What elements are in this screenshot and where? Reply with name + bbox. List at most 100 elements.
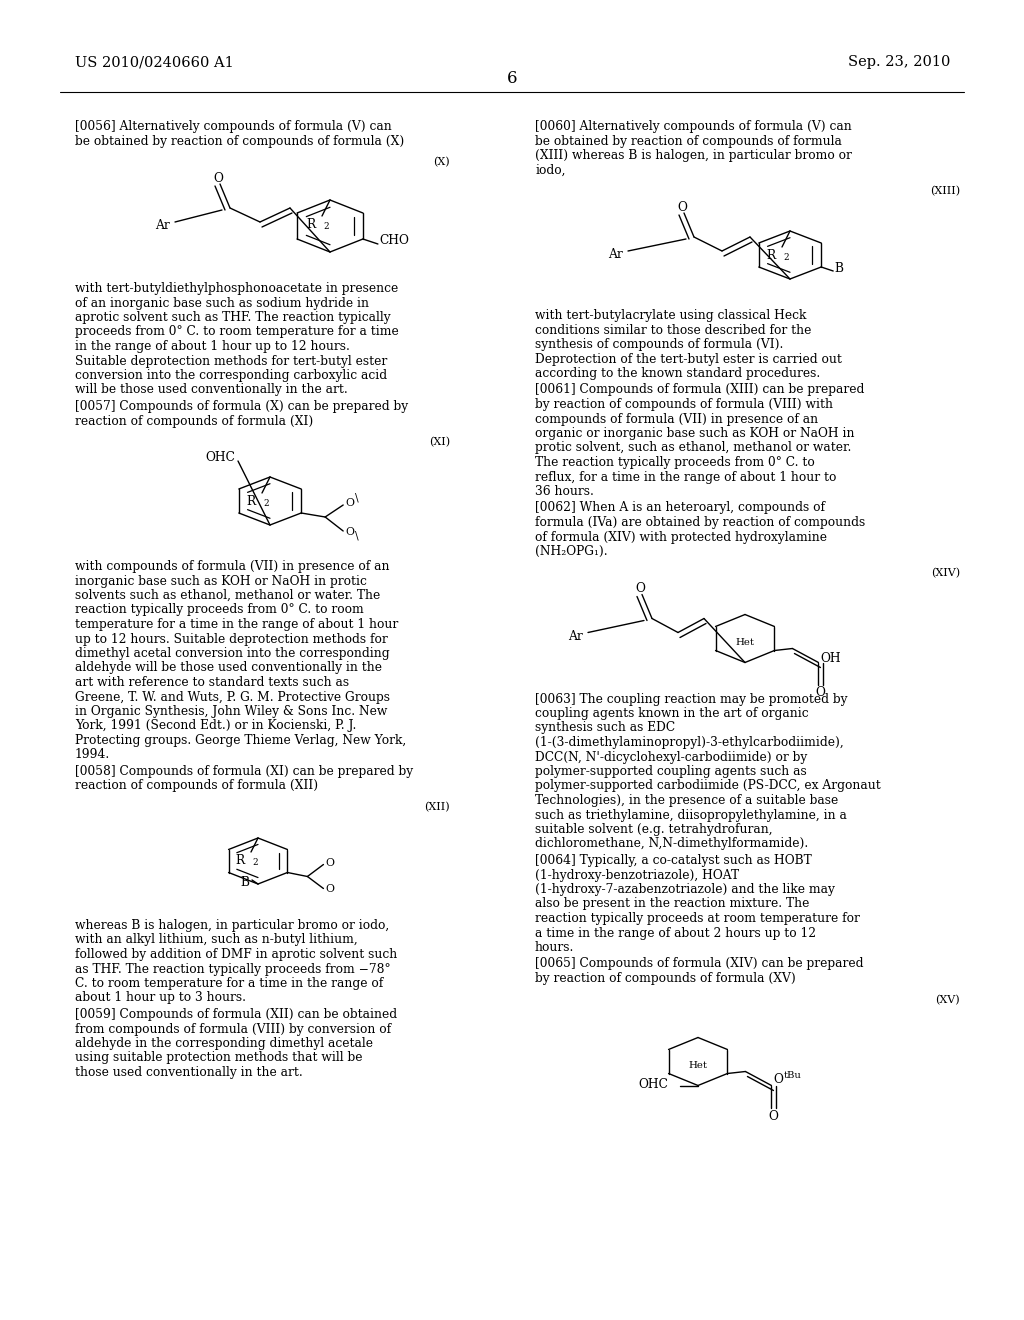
Text: CHO: CHO xyxy=(379,235,409,248)
Text: O: O xyxy=(326,883,335,894)
Text: conditions similar to those described for the: conditions similar to those described fo… xyxy=(535,323,811,337)
Text: aldehyde will be those used conventionally in the: aldehyde will be those used conventional… xyxy=(75,661,382,675)
Text: (1-(3-dimethylaminopropyl)-3-ethylcarbodiimide),: (1-(3-dimethylaminopropyl)-3-ethylcarbod… xyxy=(535,737,844,748)
Text: (X): (X) xyxy=(433,157,450,168)
Text: R: R xyxy=(236,854,245,867)
Text: coupling agents known in the art of organic: coupling agents known in the art of orga… xyxy=(535,708,809,719)
Text: Deprotection of the tert-butyl ester is carried out: Deprotection of the tert-butyl ester is … xyxy=(535,352,842,366)
Text: 1994.: 1994. xyxy=(75,748,111,762)
Text: also be present in the reaction mixture. The: also be present in the reaction mixture.… xyxy=(535,898,809,911)
Text: reaction of compounds of formula (XI): reaction of compounds of formula (XI) xyxy=(75,414,313,428)
Text: followed by addition of DMF in aprotic solvent such: followed by addition of DMF in aprotic s… xyxy=(75,948,397,961)
Text: of formula (XIV) with protected hydroxylamine: of formula (XIV) with protected hydroxyl… xyxy=(535,531,827,544)
Text: with compounds of formula (VII) in presence of an: with compounds of formula (VII) in prese… xyxy=(75,560,389,573)
Text: DCC(N, N'-dicyclohexyl-carbodiimide) or by: DCC(N, N'-dicyclohexyl-carbodiimide) or … xyxy=(535,751,807,763)
Text: as THF. The reaction typically proceeds from −78°: as THF. The reaction typically proceeds … xyxy=(75,962,390,975)
Text: O: O xyxy=(345,498,354,508)
Text: 2: 2 xyxy=(323,222,329,231)
Text: aprotic solvent such as THF. The reaction typically: aprotic solvent such as THF. The reactio… xyxy=(75,312,390,323)
Text: iodo,: iodo, xyxy=(535,164,565,177)
Text: 2: 2 xyxy=(252,858,258,867)
Text: Technologies), in the presence of a suitable base: Technologies), in the presence of a suit… xyxy=(535,795,839,807)
Text: with an alkyl lithium, such as n-butyl lithium,: with an alkyl lithium, such as n-butyl l… xyxy=(75,933,357,946)
Text: by reaction of compounds of formula (VIII) with: by reaction of compounds of formula (VII… xyxy=(535,399,833,411)
Text: reflux, for a time in the range of about 1 hour to: reflux, for a time in the range of about… xyxy=(535,470,837,483)
Text: 2: 2 xyxy=(783,253,788,261)
Text: 6: 6 xyxy=(507,70,517,87)
Text: [0060] Alternatively compounds of formula (V) can: [0060] Alternatively compounds of formul… xyxy=(535,120,852,133)
Text: reaction of compounds of formula (XII): reaction of compounds of formula (XII) xyxy=(75,780,318,792)
Text: Ar: Ar xyxy=(568,630,583,643)
Text: those used conventionally in the art.: those used conventionally in the art. xyxy=(75,1067,303,1078)
Text: York, 1991 (Second Edt.) or in Kocienski, P. J.: York, 1991 (Second Edt.) or in Kocienski… xyxy=(75,719,356,733)
Text: (1-hydroxy-7-azabenzotriazole) and the like may: (1-hydroxy-7-azabenzotriazole) and the l… xyxy=(535,883,835,896)
Text: will be those used conventionally in the art.: will be those used conventionally in the… xyxy=(75,384,348,396)
Text: (XII): (XII) xyxy=(424,803,450,812)
Text: using suitable protection methods that will be: using suitable protection methods that w… xyxy=(75,1052,362,1064)
Text: be obtained by reaction of compounds of formula (X): be obtained by reaction of compounds of … xyxy=(75,135,404,148)
Text: (XIII) whereas B is halogen, in particular bromo or: (XIII) whereas B is halogen, in particul… xyxy=(535,149,852,162)
Text: R: R xyxy=(247,495,256,508)
Text: Het: Het xyxy=(735,638,755,647)
Text: dimethyl acetal conversion into the corresponding: dimethyl acetal conversion into the corr… xyxy=(75,647,389,660)
Text: (NH₂OPG₁).: (NH₂OPG₁). xyxy=(535,545,607,558)
Text: \: \ xyxy=(355,492,358,502)
Text: polymer-supported coupling agents such as: polymer-supported coupling agents such a… xyxy=(535,766,807,777)
Text: synthesis of compounds of formula (VI).: synthesis of compounds of formula (VI). xyxy=(535,338,783,351)
Text: tBu: tBu xyxy=(783,1071,802,1080)
Text: aldehyde in the corresponding dimethyl acetale: aldehyde in the corresponding dimethyl a… xyxy=(75,1038,373,1049)
Text: Protecting groups. George Thieme Verlag, New York,: Protecting groups. George Thieme Verlag,… xyxy=(75,734,407,747)
Text: (XIV): (XIV) xyxy=(931,568,961,578)
Text: be obtained by reaction of compounds of formula: be obtained by reaction of compounds of … xyxy=(535,135,842,148)
Text: Het: Het xyxy=(688,1061,708,1071)
Text: O: O xyxy=(635,582,645,595)
Text: conversion into the corresponding carboxylic acid: conversion into the corresponding carbox… xyxy=(75,370,387,381)
Text: compounds of formula (VII) in presence of an: compounds of formula (VII) in presence o… xyxy=(535,412,818,425)
Text: OH: OH xyxy=(820,652,841,665)
Text: O: O xyxy=(345,527,354,537)
Text: according to the known standard procedures.: according to the known standard procedur… xyxy=(535,367,820,380)
Text: solvents such as ethanol, methanol or water. The: solvents such as ethanol, methanol or wa… xyxy=(75,589,380,602)
Text: Sep. 23, 2010: Sep. 23, 2010 xyxy=(848,55,950,69)
Text: by reaction of compounds of formula (XV): by reaction of compounds of formula (XV) xyxy=(535,972,796,985)
Text: formula (IVa) are obtained by reaction of compounds: formula (IVa) are obtained by reaction o… xyxy=(535,516,865,529)
Text: 2: 2 xyxy=(263,499,268,508)
Text: dichloromethane, N,N-dimethylformamide).: dichloromethane, N,N-dimethylformamide). xyxy=(535,837,808,850)
Text: (XI): (XI) xyxy=(429,437,450,447)
Text: B: B xyxy=(835,263,843,276)
Text: temperature for a time in the range of about 1 hour: temperature for a time in the range of a… xyxy=(75,618,398,631)
Text: about 1 hour up to 3 hours.: about 1 hour up to 3 hours. xyxy=(75,991,246,1005)
Text: in the range of about 1 hour up to 12 hours.: in the range of about 1 hour up to 12 ho… xyxy=(75,341,350,352)
Text: (XV): (XV) xyxy=(935,994,961,1005)
Text: OHC: OHC xyxy=(205,451,234,465)
Text: hours.: hours. xyxy=(535,941,574,954)
Text: [0059] Compounds of formula (XII) can be obtained: [0059] Compounds of formula (XII) can be… xyxy=(75,1008,397,1020)
Text: OHC: OHC xyxy=(638,1077,668,1090)
Text: Ar: Ar xyxy=(155,219,170,232)
Text: [0056] Alternatively compounds of formula (V) can: [0056] Alternatively compounds of formul… xyxy=(75,120,392,133)
Text: a time in the range of about 2 hours up to 12: a time in the range of about 2 hours up … xyxy=(535,927,816,940)
Text: Suitable deprotection methods for tert-butyl ester: Suitable deprotection methods for tert-b… xyxy=(75,355,387,367)
Text: reaction typically proceeds at room temperature for: reaction typically proceeds at room temp… xyxy=(535,912,860,925)
Text: proceeds from 0° C. to room temperature for a time: proceeds from 0° C. to room temperature … xyxy=(75,326,398,338)
Text: [0063] The coupling reaction may be promoted by: [0063] The coupling reaction may be prom… xyxy=(535,693,848,705)
Text: polymer-supported carbodiimide (PS-DCC, ex Argonaut: polymer-supported carbodiimide (PS-DCC, … xyxy=(535,780,881,792)
Text: such as triethylamine, diisopropylethylamine, in a: such as triethylamine, diisopropylethyla… xyxy=(535,808,847,821)
Text: of an inorganic base such as sodium hydride in: of an inorganic base such as sodium hydr… xyxy=(75,297,369,309)
Text: whereas B is halogen, in particular bromo or iodo,: whereas B is halogen, in particular brom… xyxy=(75,919,389,932)
Text: R: R xyxy=(307,218,316,231)
Text: (1-hydroxy-benzotriazole), HOAT: (1-hydroxy-benzotriazole), HOAT xyxy=(535,869,739,882)
Text: B: B xyxy=(240,876,249,888)
Text: inorganic base such as KOH or NaOH in protic: inorganic base such as KOH or NaOH in pr… xyxy=(75,574,367,587)
Text: Ar: Ar xyxy=(608,248,623,261)
Text: [0065] Compounds of formula (XIV) can be prepared: [0065] Compounds of formula (XIV) can be… xyxy=(535,957,863,970)
Text: with tert-butylacrylate using classical Heck: with tert-butylacrylate using classical … xyxy=(535,309,806,322)
Text: [0064] Typically, a co-catalyst such as HOBT: [0064] Typically, a co-catalyst such as … xyxy=(535,854,812,867)
Text: (XIII): (XIII) xyxy=(930,186,961,197)
Text: synthesis such as EDC: synthesis such as EDC xyxy=(535,722,675,734)
Text: art with reference to standard texts such as: art with reference to standard texts suc… xyxy=(75,676,349,689)
Text: C. to room temperature for a time in the range of: C. to room temperature for a time in the… xyxy=(75,977,383,990)
Text: with tert-butyldiethylphosphonoacetate in presence: with tert-butyldiethylphosphonoacetate i… xyxy=(75,282,398,294)
Text: US 2010/0240660 A1: US 2010/0240660 A1 xyxy=(75,55,233,69)
Text: O: O xyxy=(815,686,825,700)
